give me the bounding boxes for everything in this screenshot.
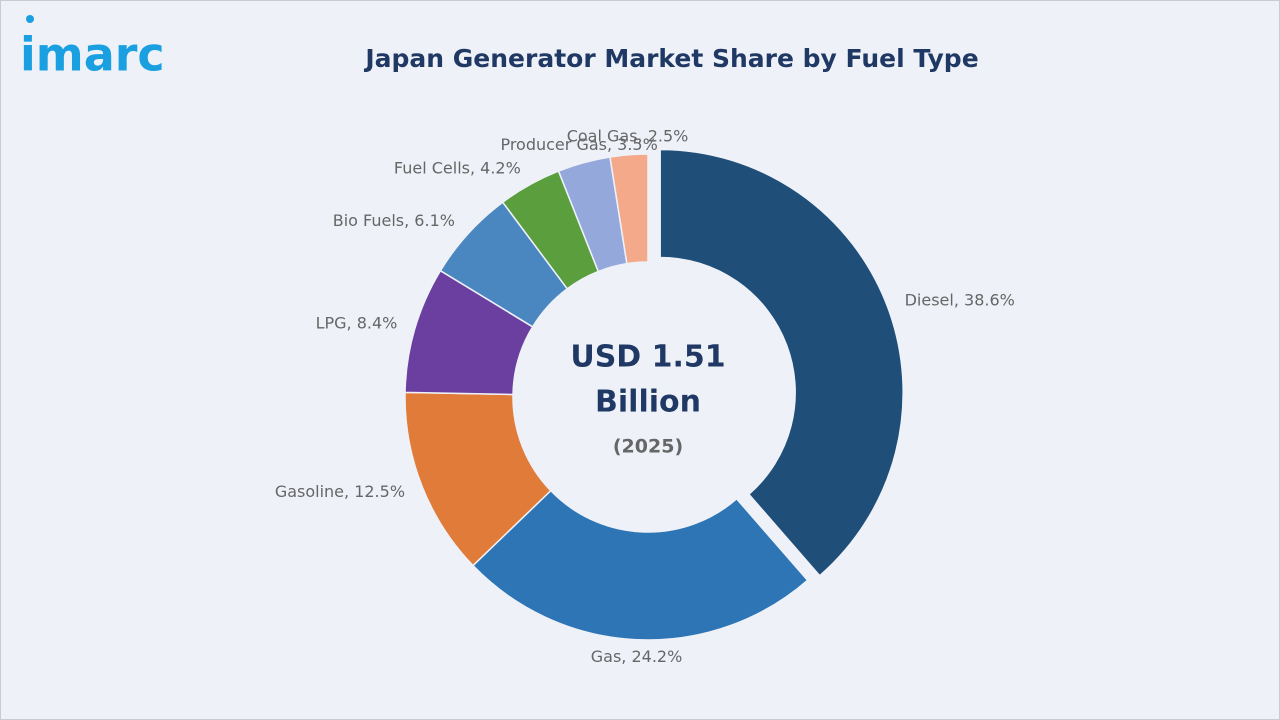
logo-dot	[26, 15, 34, 23]
center-text: USD 1.51	[570, 340, 725, 375]
data-label: Bio Fuels, 6.1%	[333, 211, 455, 230]
data-label: Gasoline, 12.5%	[275, 482, 405, 501]
donut-slice	[609, 153, 649, 265]
chart-title: Japan Generator Market Share by Fuel Typ…	[363, 44, 978, 73]
data-label: Gas, 24.2%	[591, 647, 683, 666]
data-label: LPG, 8.4%	[316, 314, 398, 333]
data-label: Coal Gas, 2.5%	[567, 126, 689, 145]
center-subtext: (2025)	[613, 436, 683, 458]
data-label: Fuel Cells, 4.2%	[394, 159, 521, 178]
data-label: Producer Gas, 3.5%	[500, 135, 657, 154]
donut-slice	[471, 489, 809, 641]
data-label: Diesel, 38.6%	[905, 290, 1015, 309]
donut-slice	[659, 148, 904, 577]
logo: imarc	[20, 28, 165, 82]
center-text: Billion	[595, 385, 701, 420]
